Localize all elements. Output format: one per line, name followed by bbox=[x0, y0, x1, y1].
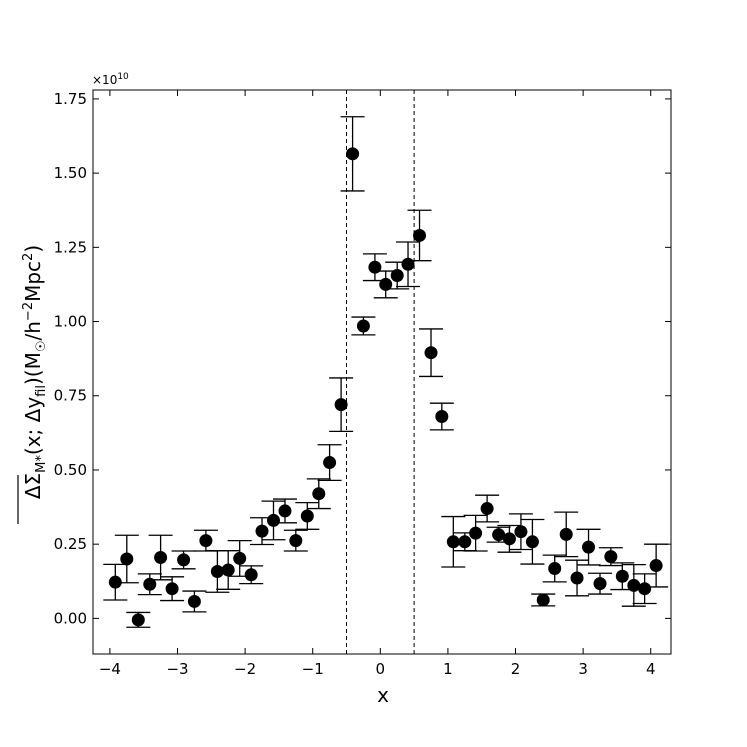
data-point bbox=[502, 532, 516, 546]
data-point bbox=[536, 593, 550, 607]
y-tick-label: 0.75 bbox=[54, 387, 87, 405]
data-point bbox=[615, 569, 629, 583]
data-point bbox=[514, 525, 528, 539]
y-tick-label: 0.25 bbox=[54, 535, 87, 553]
data-point bbox=[424, 346, 438, 360]
y-axis-label: ΔΣM*(x; Δyfil)(M☉/h−2Mpc2) bbox=[17, 245, 49, 524]
data-point bbox=[346, 147, 360, 161]
data-point bbox=[177, 553, 191, 567]
data-point bbox=[289, 534, 303, 548]
data-point bbox=[413, 228, 427, 242]
data-point bbox=[604, 550, 618, 564]
plot-area: −4 −3 −2 −1 0 1 2 3 4 0.00 0.25 0.50 0.75 1.00 1.25 1.5… bbox=[54, 89, 672, 678]
data-point bbox=[165, 582, 179, 596]
data-point bbox=[570, 571, 584, 585]
data-point bbox=[525, 535, 539, 549]
x-tick-label: 0 bbox=[376, 660, 386, 678]
data-point bbox=[638, 582, 652, 596]
plot-frame bbox=[92, 89, 672, 655]
x-tick-label: −3 bbox=[166, 660, 188, 678]
x-tick-label: 4 bbox=[646, 660, 656, 678]
data-point bbox=[244, 568, 258, 582]
data-point bbox=[480, 502, 494, 516]
data-point bbox=[210, 564, 224, 578]
data-point bbox=[593, 577, 607, 591]
data-point bbox=[492, 528, 506, 542]
y-tick-label: 0.50 bbox=[54, 461, 87, 479]
data-point bbox=[255, 524, 269, 538]
data-point bbox=[300, 509, 314, 523]
data-point bbox=[627, 578, 641, 592]
data-point bbox=[368, 260, 382, 274]
x-tick-label: 1 bbox=[443, 660, 453, 678]
y-tick-label: 0.00 bbox=[54, 609, 87, 627]
data-point bbox=[131, 613, 145, 627]
data-point bbox=[334, 398, 348, 412]
data-point bbox=[356, 319, 370, 333]
x-tick-label: 2 bbox=[511, 660, 521, 678]
data-point bbox=[221, 563, 235, 577]
x-tick-label: −4 bbox=[99, 660, 121, 678]
data-point bbox=[390, 269, 404, 283]
y-offset-label: ×1010 bbox=[92, 72, 129, 87]
data-point bbox=[199, 534, 213, 548]
data-point bbox=[266, 513, 280, 527]
x-tick-label: −2 bbox=[234, 660, 256, 678]
data-point bbox=[458, 535, 472, 549]
y-tick-label: 1.25 bbox=[54, 238, 87, 256]
data-point bbox=[323, 456, 337, 470]
data-point bbox=[548, 562, 562, 576]
y-tick-label: 1.75 bbox=[54, 90, 87, 108]
data-point bbox=[187, 594, 201, 608]
data-point bbox=[120, 552, 134, 566]
data-point bbox=[401, 257, 415, 271]
data-point bbox=[278, 504, 292, 518]
x-tick-label: −1 bbox=[302, 660, 324, 678]
data-point bbox=[446, 535, 460, 549]
data-point bbox=[559, 527, 573, 541]
data-point bbox=[143, 577, 157, 591]
y-axis-label-text: ΔΣM*(x; Δyfil)(M☉/h−2Mpc2) bbox=[21, 245, 49, 499]
data-point bbox=[312, 487, 326, 501]
x-axis-label: x bbox=[377, 683, 389, 707]
x-tick-label: 3 bbox=[578, 660, 588, 678]
data-point bbox=[435, 410, 449, 424]
data-point bbox=[233, 551, 247, 565]
data-point bbox=[649, 559, 663, 573]
data-point bbox=[379, 277, 393, 291]
data-point bbox=[469, 526, 483, 540]
data-point bbox=[154, 551, 168, 565]
y-tick-label: 1.50 bbox=[54, 164, 87, 182]
y-tick-label: 1.00 bbox=[54, 313, 87, 331]
data-point bbox=[582, 540, 596, 554]
